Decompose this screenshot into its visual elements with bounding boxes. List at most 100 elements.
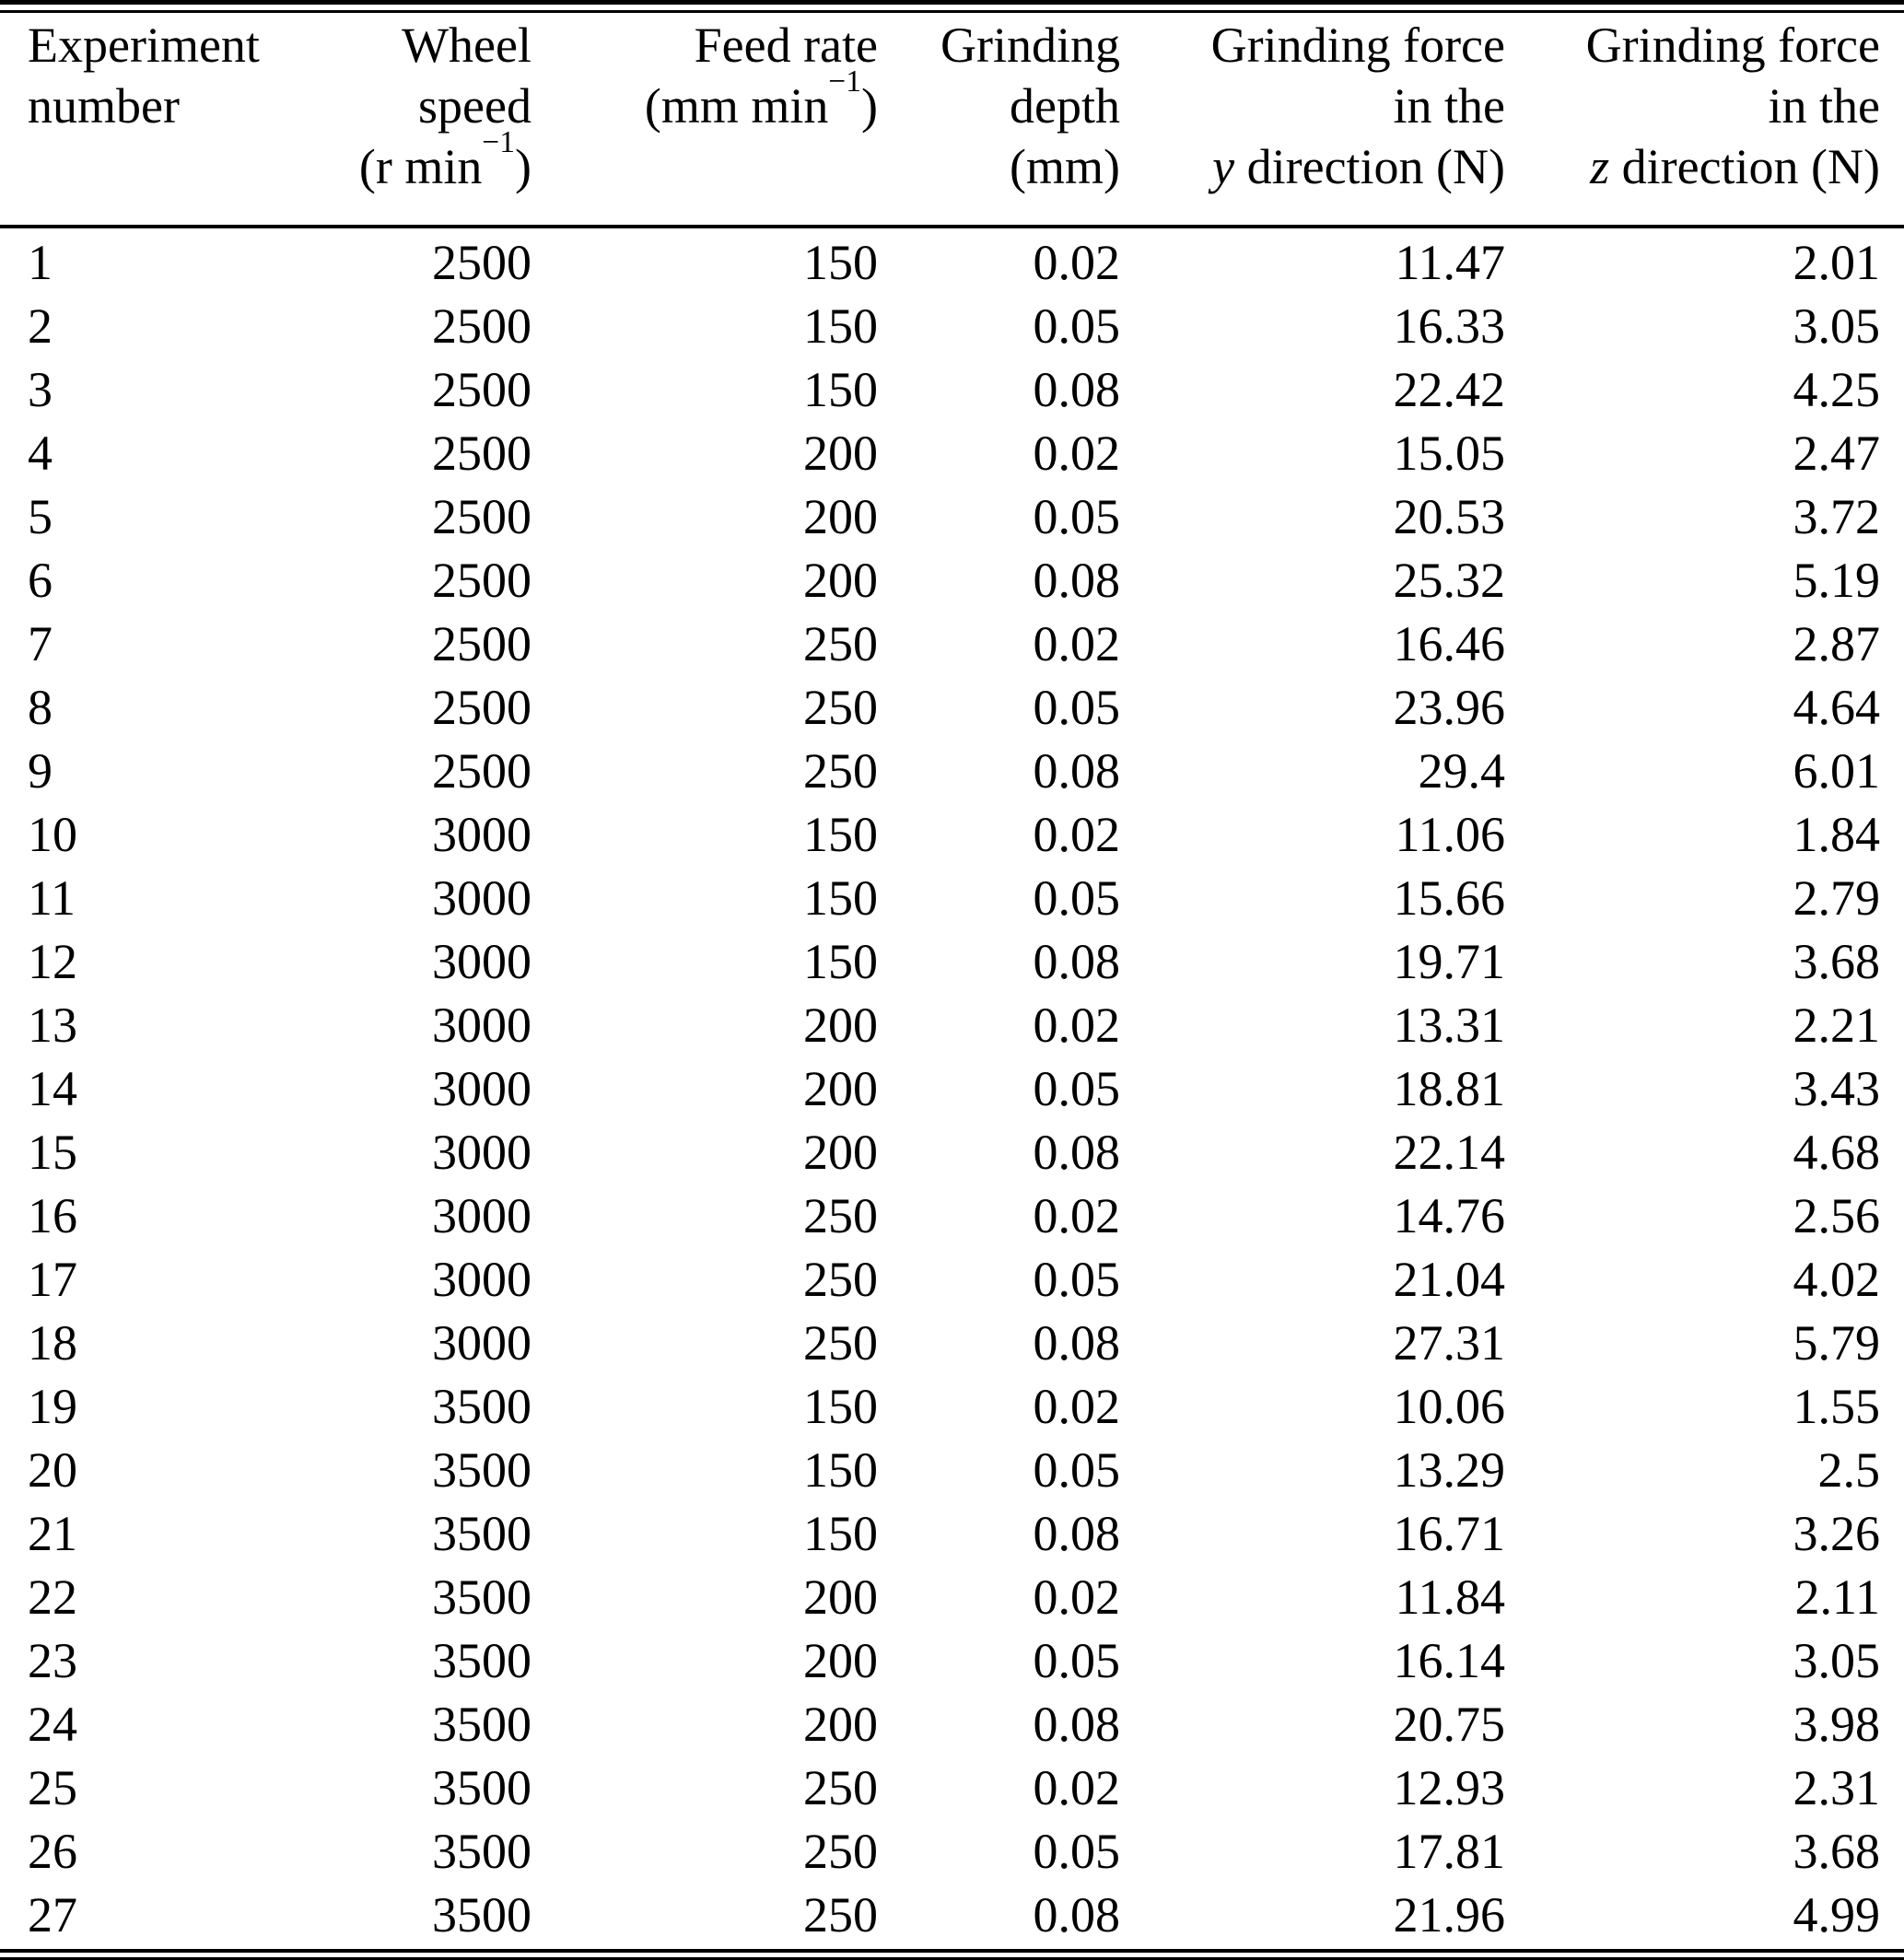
cell-experiment-number: 21 xyxy=(28,1506,77,1561)
cell-grinding-force-y: 21.96 xyxy=(1393,1887,1506,1942)
cell-wheel-speed: 3000 xyxy=(432,1252,531,1307)
variable-z: z xyxy=(1590,139,1610,194)
table-row: 20 3500 150 0.05 13.29 2.5 xyxy=(0,1439,1904,1502)
cell-grinding-depth: 0.08 xyxy=(1033,553,1121,608)
cell-feed-rate: 250 xyxy=(803,1252,878,1307)
cell-experiment-number: 3 xyxy=(28,362,53,417)
cell-feed-rate: 200 xyxy=(803,998,878,1053)
table-row: 8 2500 250 0.05 23.96 4.64 xyxy=(0,676,1904,740)
header-line: Feed rate xyxy=(694,18,878,73)
header-unit: (mm) xyxy=(1010,139,1120,194)
cell-wheel-speed: 3000 xyxy=(432,998,531,1053)
cell-grinding-depth: 0.08 xyxy=(1033,1315,1121,1371)
cell-grinding-force-y: 16.14 xyxy=(1393,1633,1506,1688)
cell-grinding-force-y: 11.06 xyxy=(1395,807,1506,862)
cell-grinding-force-y: 16.71 xyxy=(1393,1506,1506,1561)
cell-feed-rate: 250 xyxy=(803,1887,878,1942)
cell-feed-rate: 200 xyxy=(803,1061,878,1116)
cell-grinding-force-z: 5.79 xyxy=(1793,1315,1881,1371)
cell-grinding-force-z: 2.47 xyxy=(1793,426,1881,481)
cell-experiment-number: 8 xyxy=(28,680,53,735)
cell-wheel-speed: 3500 xyxy=(432,1633,531,1688)
cell-experiment-number: 20 xyxy=(28,1442,77,1498)
cell-feed-rate: 250 xyxy=(803,680,878,735)
cell-grinding-force-y: 16.46 xyxy=(1393,616,1506,671)
cell-feed-rate: 200 xyxy=(803,489,878,544)
header-wheel-speed: Wheel speed (r min−1) xyxy=(304,15,531,197)
table-bottom-rule-thick xyxy=(0,1949,1904,1953)
cell-grinding-force-z: 1.84 xyxy=(1793,807,1881,862)
cell-feed-rate: 250 xyxy=(803,616,878,671)
cell-grinding-force-y: 27.31 xyxy=(1393,1315,1506,1371)
cell-wheel-speed: 3000 xyxy=(432,1125,531,1180)
cell-wheel-speed: 3000 xyxy=(432,1188,531,1243)
cell-grinding-force-y: 19.71 xyxy=(1393,934,1506,989)
cell-grinding-force-z: 2.79 xyxy=(1793,870,1881,926)
cell-grinding-force-z: 4.02 xyxy=(1793,1252,1881,1307)
cell-grinding-depth: 0.08 xyxy=(1033,1506,1121,1561)
cell-wheel-speed: 3500 xyxy=(432,1760,531,1815)
cell-grinding-force-y: 11.84 xyxy=(1395,1569,1506,1625)
table-row: 6 2500 200 0.08 25.32 5.19 xyxy=(0,549,1904,612)
cell-experiment-number: 25 xyxy=(28,1760,77,1815)
cell-grinding-force-y: 15.05 xyxy=(1393,426,1506,481)
table-row: 10 3000 150 0.02 11.06 1.84 xyxy=(0,803,1904,867)
cell-wheel-speed: 2500 xyxy=(432,616,531,671)
header-line: y direction (N) xyxy=(1120,136,1505,197)
cell-grinding-force-y: 16.33 xyxy=(1393,298,1506,354)
cell-grinding-depth: 0.02 xyxy=(1033,807,1121,862)
cell-grinding-force-z: 4.99 xyxy=(1793,1887,1881,1942)
cell-grinding-depth: 0.05 xyxy=(1033,1252,1121,1307)
header-line: Wheel xyxy=(402,18,531,73)
cell-grinding-force-z: 4.68 xyxy=(1793,1125,1881,1180)
cell-experiment-number: 19 xyxy=(28,1379,77,1434)
cell-feed-rate: 250 xyxy=(803,1760,878,1815)
cell-feed-rate: 200 xyxy=(803,1697,878,1752)
header-line: Grinding force xyxy=(1210,18,1505,73)
table-row: 17 3000 250 0.05 21.04 4.02 xyxy=(0,1248,1904,1312)
table-row: 9 2500 250 0.08 29.4 6.01 xyxy=(0,740,1904,803)
cell-grinding-depth: 0.08 xyxy=(1033,1697,1121,1752)
cell-grinding-force-y: 14.76 xyxy=(1393,1188,1506,1243)
cell-grinding-depth: 0.05 xyxy=(1033,1061,1121,1116)
unit-exponent: −1 xyxy=(828,64,862,99)
cell-experiment-number: 23 xyxy=(28,1633,77,1688)
table-row: 24 3500 200 0.08 20.75 3.98 xyxy=(0,1693,1904,1756)
cell-experiment-number: 13 xyxy=(28,998,77,1053)
cell-experiment-number: 26 xyxy=(28,1824,77,1879)
cell-experiment-number: 2 xyxy=(28,298,53,354)
table-bottom-rule-thin xyxy=(0,1957,1904,1960)
cell-grinding-depth: 0.02 xyxy=(1033,616,1121,671)
cell-grinding-force-z: 2.87 xyxy=(1793,616,1881,671)
cell-feed-rate: 150 xyxy=(803,362,878,417)
cell-experiment-number: 5 xyxy=(28,489,53,544)
cell-grinding-depth: 0.02 xyxy=(1033,426,1121,481)
cell-grinding-depth: 0.08 xyxy=(1033,934,1121,989)
cell-grinding-force-y: 13.29 xyxy=(1393,1442,1506,1498)
cell-feed-rate: 250 xyxy=(803,1188,878,1243)
cell-grinding-depth: 0.05 xyxy=(1033,680,1121,735)
table-row: 16 3000 250 0.02 14.76 2.56 xyxy=(0,1184,1904,1248)
cell-wheel-speed: 3500 xyxy=(432,1442,531,1498)
cell-wheel-speed: 3000 xyxy=(432,1315,531,1371)
header-line: Grinding force xyxy=(1585,18,1880,73)
cell-grinding-force-z: 4.64 xyxy=(1793,680,1881,735)
cell-feed-rate: 150 xyxy=(803,235,878,290)
cell-grinding-force-y: 23.96 xyxy=(1393,680,1506,735)
cell-experiment-number: 12 xyxy=(28,934,77,989)
cell-grinding-depth: 0.02 xyxy=(1033,1188,1121,1243)
cell-grinding-depth: 0.02 xyxy=(1033,235,1121,290)
cell-grinding-depth: 0.05 xyxy=(1033,298,1121,354)
table-row: 5 2500 200 0.05 20.53 3.72 xyxy=(0,485,1904,549)
cell-feed-rate: 200 xyxy=(803,1569,878,1625)
cell-grinding-force-z: 5.19 xyxy=(1793,553,1881,608)
cell-feed-rate: 150 xyxy=(803,934,878,989)
header-line-text: direction (N) xyxy=(1609,139,1880,194)
cell-wheel-speed: 3000 xyxy=(432,807,531,862)
cell-grinding-depth: 0.08 xyxy=(1033,1887,1121,1942)
cell-feed-rate: 250 xyxy=(803,1315,878,1371)
cell-grinding-force-y: 22.14 xyxy=(1393,1125,1506,1180)
cell-grinding-force-y: 20.53 xyxy=(1393,489,1506,544)
header-line xyxy=(531,136,878,197)
